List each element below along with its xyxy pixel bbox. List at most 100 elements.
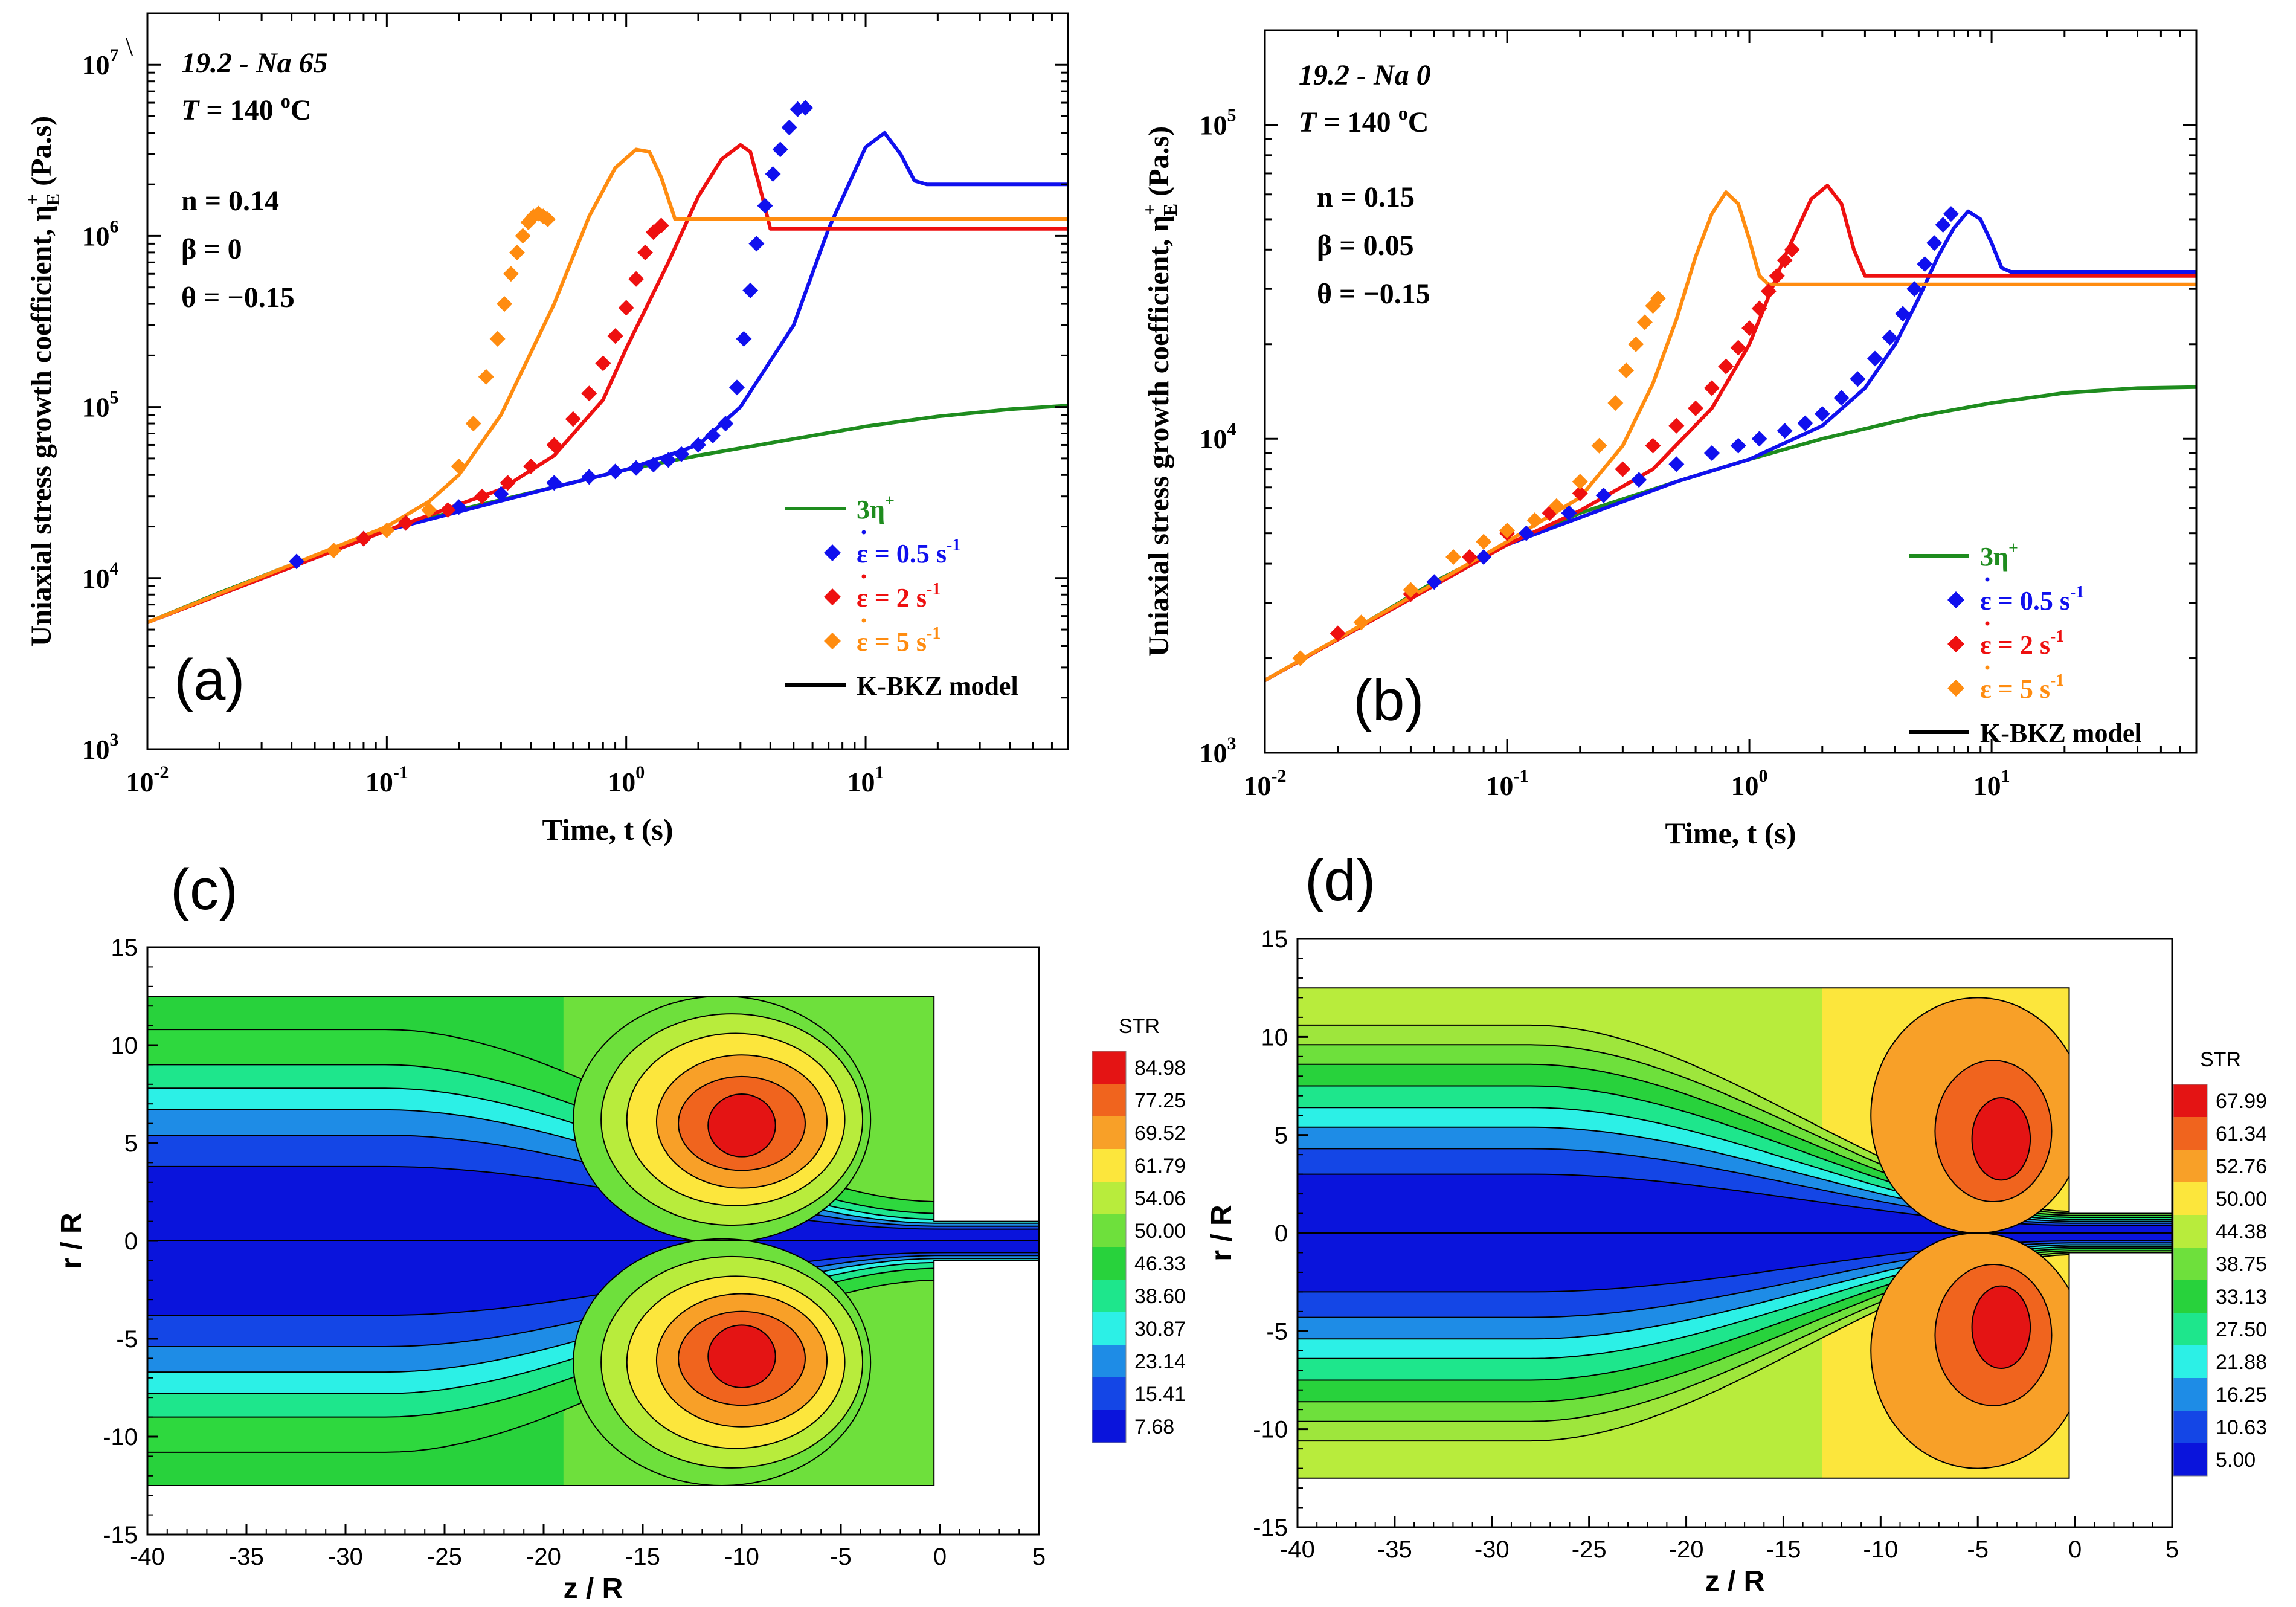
y-tick-label-exp: 3 <box>110 730 119 750</box>
legend-label-text: ε = 5 s <box>857 627 927 657</box>
data-point-4 <box>1730 437 1746 454</box>
data-point-4 <box>1631 472 1647 488</box>
x-tick-label: -30 <box>328 1544 363 1570</box>
x-tick-label-exp: 1 <box>875 762 884 782</box>
legend-label: K-BKZ model <box>857 671 1018 701</box>
y-tick-label-base: 10 <box>1200 423 1227 454</box>
colorbar-swatch <box>1092 1149 1126 1182</box>
x-tick-label-exp: -1 <box>393 762 408 782</box>
colorbar-swatch <box>2173 1280 2207 1313</box>
data-point-5 <box>500 475 516 491</box>
colorbar-swatch <box>2173 1215 2207 1248</box>
data-point-4 <box>728 379 745 396</box>
colorbar-level-label: 61.79 <box>1134 1155 1186 1177</box>
data-point-5 <box>637 244 654 260</box>
colorbar-swatch <box>1092 1247 1126 1280</box>
x-tick-label: -10 <box>1863 1536 1898 1563</box>
colorbar-level-label: 7.68 <box>1134 1415 1174 1438</box>
legend-label: 3η+ <box>857 492 895 524</box>
x-tick-label: 100 <box>608 762 645 797</box>
y-tick-label: 104 <box>82 559 119 594</box>
legend-label: ε = 0.5 s-1 <box>1980 583 2084 616</box>
data-point-6 <box>1403 582 1419 598</box>
data-point-5 <box>1330 625 1346 642</box>
data-point-4 <box>1797 415 1813 431</box>
legend-label-text: K-BKZ model <box>1980 718 2142 748</box>
colorbar-level-label: 15.41 <box>1134 1383 1186 1406</box>
data-point-4 <box>1867 350 1883 367</box>
data-point-4 <box>781 120 797 136</box>
y-tick-label: 0 <box>1275 1220 1288 1247</box>
y-tick-label: 5 <box>1275 1122 1288 1149</box>
x-tick-label-base: 10 <box>1973 770 2001 801</box>
x-axis-title: z / R <box>1705 1565 1765 1597</box>
data-point-5 <box>1688 400 1704 416</box>
y-tick-label-exp: 3 <box>1227 733 1236 753</box>
y-tick-label-exp: 6 <box>110 216 119 236</box>
data-point-4 <box>748 236 765 252</box>
data-point-5 <box>628 271 645 287</box>
legend-label-text: ε = 0.5 s <box>1980 586 2070 616</box>
y-tick-label-exp: 4 <box>1227 419 1236 439</box>
data-point-6 <box>1445 549 1462 565</box>
colorbar-swatch <box>2173 1345 2207 1378</box>
data-point-6 <box>1292 650 1308 666</box>
data-point-6 <box>503 266 519 282</box>
data-point-6 <box>465 416 481 432</box>
x-tick-label: 101 <box>1973 766 2010 801</box>
legend-label-sup: -1 <box>947 536 960 555</box>
data-point-6 <box>478 369 494 385</box>
y-tick-label: 103 <box>1200 733 1236 768</box>
x-tick-label-base: 10 <box>608 767 635 797</box>
temperature-value: = 140 <box>199 94 280 126</box>
x-tick-label: -15 <box>1766 1536 1801 1563</box>
temperature-label: T = 140 oC <box>1299 102 1429 138</box>
data-point-4 <box>757 198 773 214</box>
colorbar-level-label: 77.25 <box>1134 1089 1186 1112</box>
data-point-4 <box>645 457 661 473</box>
legend-label: K-BKZ model <box>1980 718 2142 748</box>
x-tick-label: -35 <box>229 1544 264 1570</box>
data-point-6 <box>1572 474 1588 490</box>
data-point-5 <box>1572 485 1588 501</box>
data-point-4 <box>1895 306 1911 322</box>
degree-sign: o <box>1398 102 1408 124</box>
y-tick-label: -15 <box>1253 1515 1288 1541</box>
data-point-4 <box>607 463 623 480</box>
data-point-6 <box>379 522 395 538</box>
colorbar-level-label: 52.76 <box>2216 1155 2267 1178</box>
series-line-3 <box>147 147 1068 625</box>
colorbar-swatch <box>2173 1411 2207 1443</box>
data-point-4 <box>772 141 788 158</box>
y-tick-label: 10 <box>1261 1024 1288 1051</box>
y-tick-label: -15 <box>103 1522 138 1548</box>
data-point-4 <box>660 452 677 468</box>
colorbar-level-label: 69.52 <box>1134 1122 1186 1145</box>
y-tick-label-exp: 4 <box>110 559 119 579</box>
colorbar-level-label: 10.63 <box>2216 1416 2267 1439</box>
y-tick-label: 5 <box>124 1130 138 1157</box>
y-tick-label: -10 <box>103 1424 138 1451</box>
legend-marker-symbol <box>1947 636 1964 652</box>
colorbar-swatch <box>2173 1313 2207 1345</box>
data-point-6 <box>421 502 437 518</box>
legend-label-sup: + <box>2008 539 2018 558</box>
y-axis-title-text: Uniaxial stress growth coefficient, η <box>25 205 57 646</box>
data-point-4 <box>718 416 734 432</box>
data-point-4 <box>1703 445 1720 462</box>
x-tick-label-base: 10 <box>365 767 393 797</box>
temperature-value: = 140 <box>1316 106 1398 138</box>
y-tick-label: 105 <box>82 388 119 423</box>
contour-field <box>147 996 1039 1486</box>
plot-area <box>147 100 1068 625</box>
plot-frame <box>146 12 1069 750</box>
contour-hotspot <box>707 1093 776 1158</box>
x-tick-label: -25 <box>427 1544 462 1570</box>
colorbar-swatch <box>1092 1345 1126 1377</box>
data-point-5 <box>1461 549 1478 565</box>
colorbar-swatch <box>2173 1084 2207 1117</box>
data-point-6 <box>539 211 556 227</box>
colorbar-level-label: 23.14 <box>1134 1350 1186 1373</box>
